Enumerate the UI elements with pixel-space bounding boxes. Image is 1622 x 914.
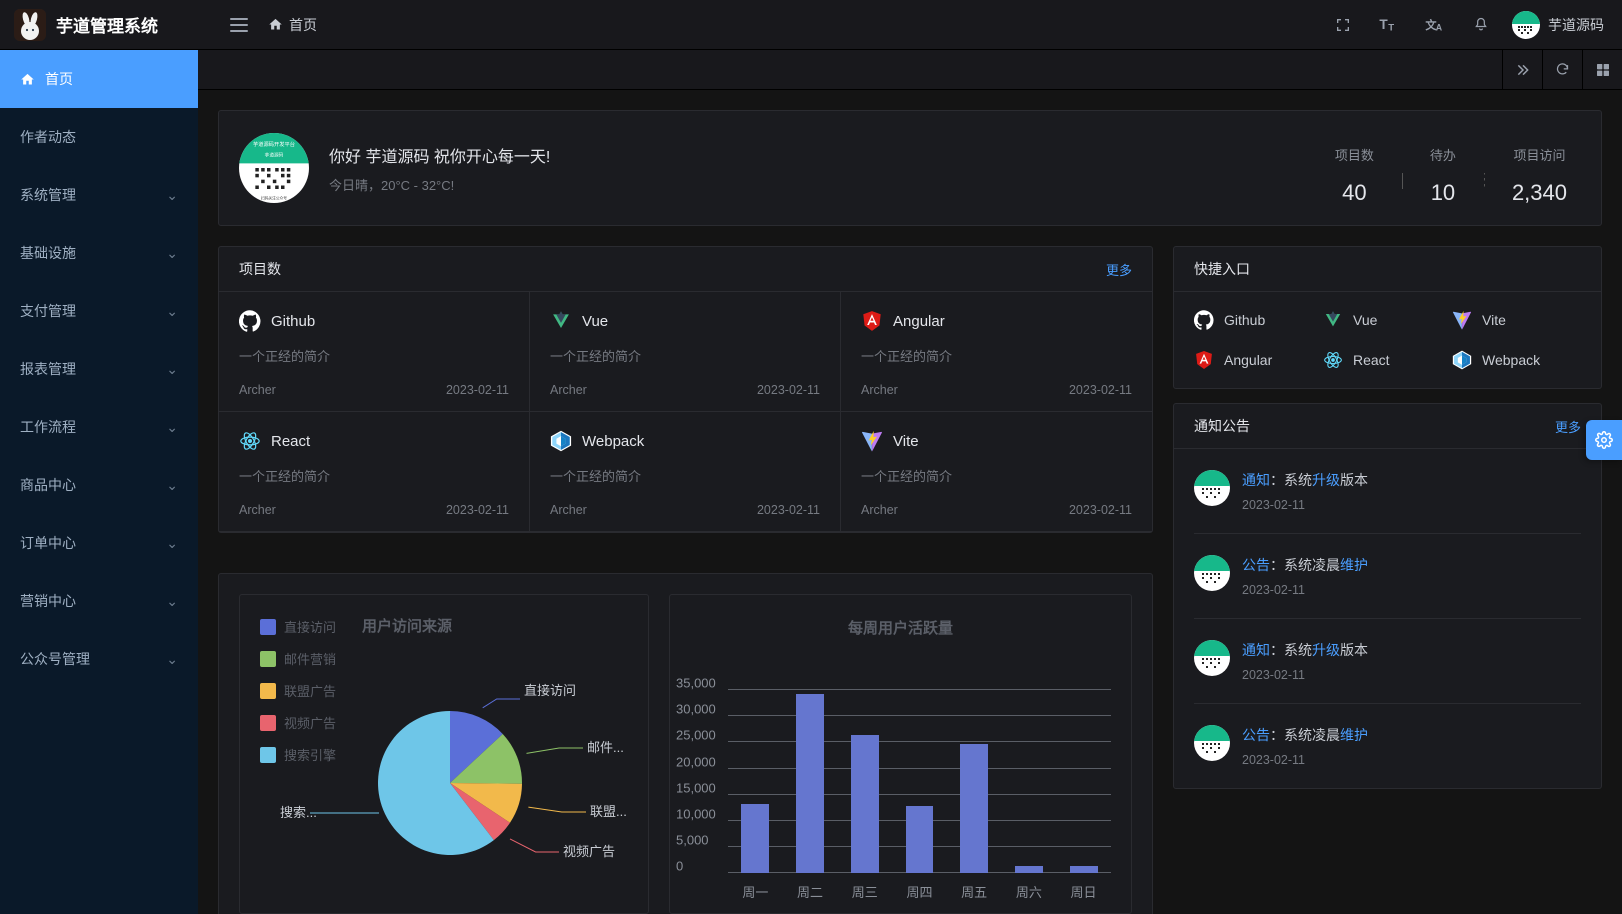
svg-text:芋道源码开发平台: 芋道源码开发平台 [253, 140, 295, 148]
svg-text:直接访问: 直接访问 [524, 683, 576, 698]
svg-text:视频广告: 视频广告 [563, 844, 615, 859]
svg-text:搜索...: 搜索... [280, 805, 317, 820]
svg-text:邮件...: 邮件... [587, 740, 624, 755]
svg-text:T: T [1379, 17, 1388, 32]
svg-text:联盟...: 联盟... [590, 804, 627, 819]
svg-text:扫码关注公众号: 扫码关注公众号 [261, 196, 287, 201]
svg-text:T: T [1388, 22, 1394, 32]
svg-text:芋道源码: 芋道源码 [265, 151, 284, 158]
svg-text:A: A [1436, 22, 1443, 32]
